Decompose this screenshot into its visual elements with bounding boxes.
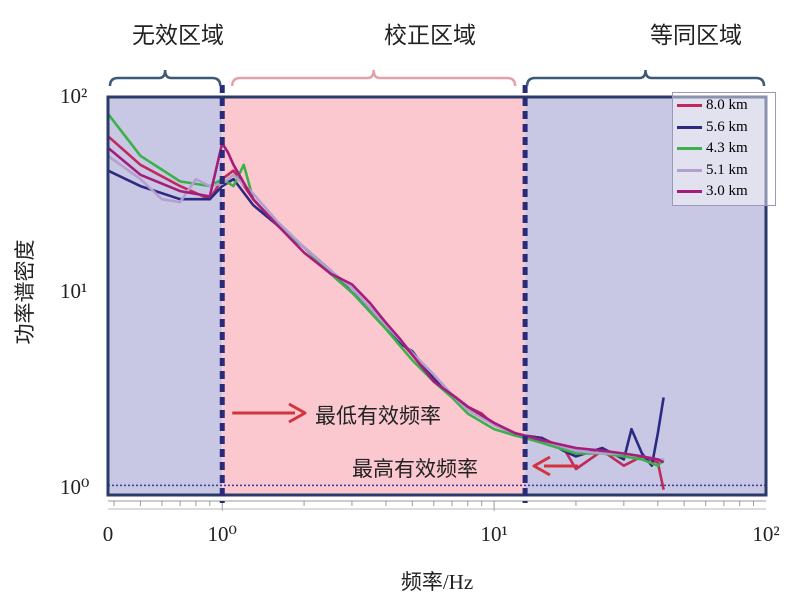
- x-tick-label: 10¹: [480, 522, 508, 546]
- y-tick-label: 10¹: [60, 279, 88, 304]
- region-label-invalid: 无效区域: [132, 23, 224, 49]
- legend-swatch: [677, 168, 702, 172]
- legend-label: 8.0 km: [706, 97, 748, 114]
- legend-swatch: [677, 125, 702, 129]
- legend-label: 5.6 km: [706, 118, 748, 135]
- legend-swatch: [677, 104, 702, 108]
- region-correction-fill: [222, 97, 526, 495]
- legend: 8.0 km 5.6 km 4.3 km 5.1 km 3.0 km: [672, 92, 776, 206]
- legend-label: 3.0 km: [706, 183, 748, 200]
- x-tick-label: 10²: [752, 522, 780, 546]
- legend-swatch: [677, 190, 702, 194]
- legend-swatch: [677, 147, 702, 151]
- x-tick-label: 0: [102, 522, 114, 546]
- bracket-invalid: [108, 69, 222, 87]
- x-axis-label: 频率/Hz: [400, 570, 474, 594]
- legend-item: 5.6 km: [677, 117, 771, 139]
- region-equivalent-fill: [525, 97, 766, 495]
- annotation-max-freq: 最高有效频率: [352, 457, 478, 481]
- series-line-3-0-km: [107, 141, 665, 464]
- arrow-max-freq-head: [532, 455, 551, 477]
- x-tick-label: 10⁰: [207, 522, 237, 546]
- legend-item: 8.0 km: [677, 95, 771, 117]
- legend-item: 5.1 km: [677, 160, 771, 182]
- region-label-equivalent: 等同区域: [650, 23, 742, 49]
- annotation-min-freq: 最低有效频率: [315, 404, 441, 428]
- legend-label: 5.1 km: [706, 161, 748, 178]
- legend-item: 3.0 km: [677, 181, 771, 203]
- region-invalid-fill: [108, 97, 223, 495]
- bracket-correction: [230, 69, 517, 87]
- y-axis-label: 功率谱密度: [13, 239, 37, 345]
- legend-label: 4.3 km: [706, 140, 748, 157]
- y-tick-label: 10²: [60, 84, 88, 108]
- legend-item: 4.3 km: [677, 138, 771, 160]
- plot-frame: [106, 95, 768, 497]
- y-tick-label: 10⁰: [60, 474, 90, 499]
- region-label-correction: 校正区域: [384, 23, 476, 49]
- arrow-min-freq-head: [288, 402, 307, 424]
- bracket-equivalent: [525, 69, 766, 87]
- series-line-8-0-km: [107, 135, 665, 490]
